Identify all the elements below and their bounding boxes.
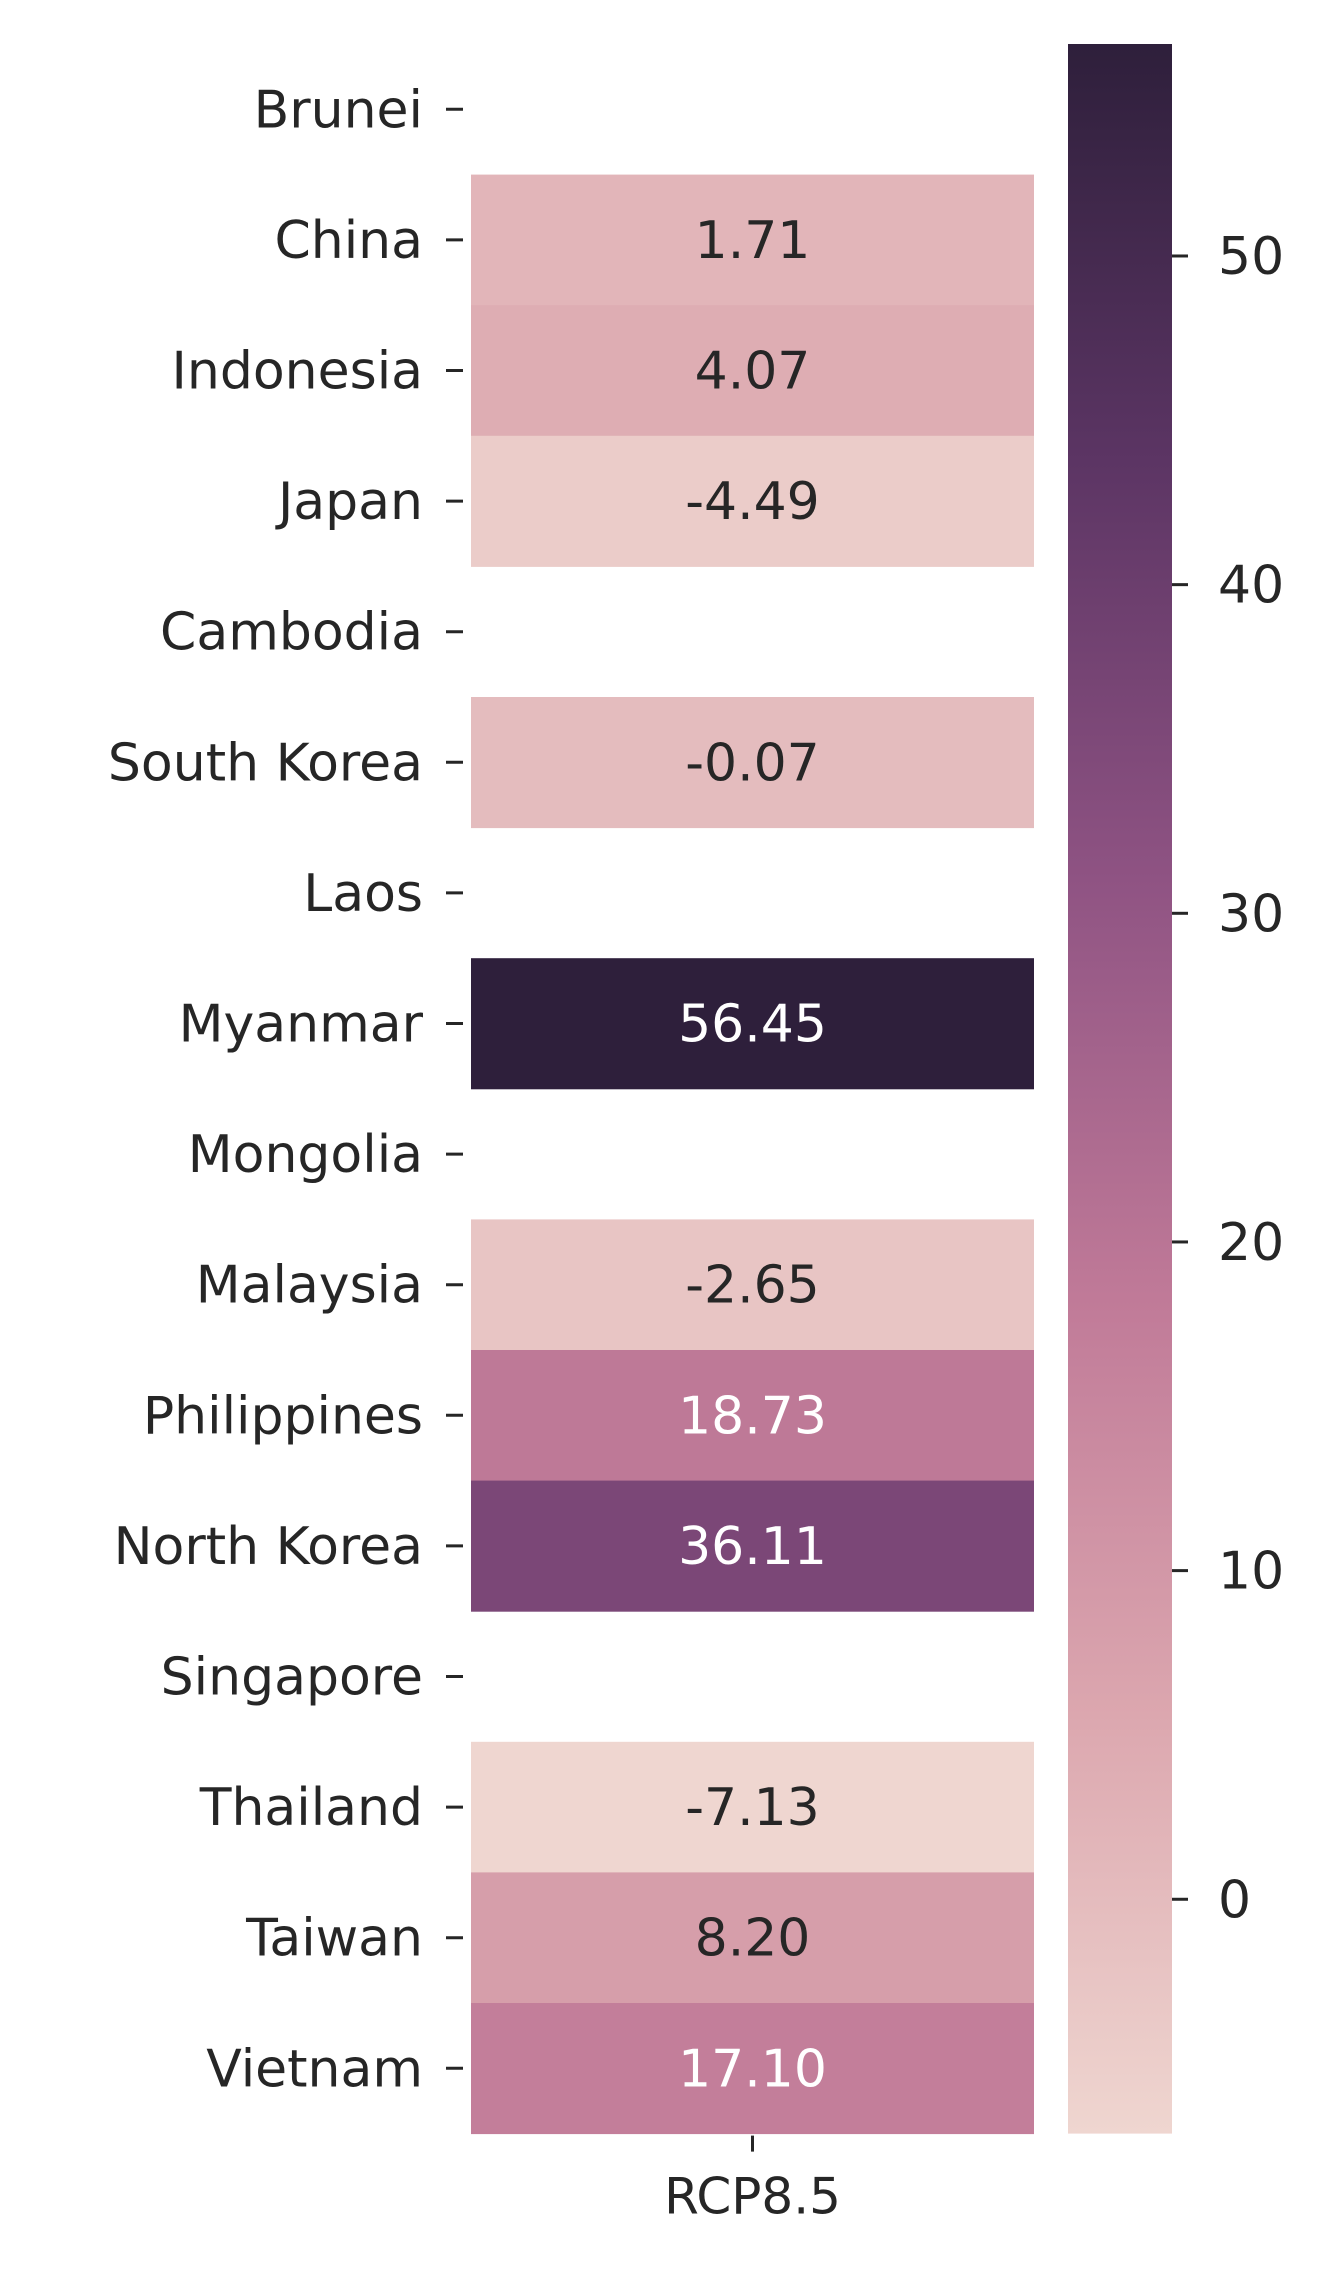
cell-value-label: 17.10 <box>678 2039 827 2099</box>
heatmap-cell <box>471 435 1034 567</box>
heatmap-cell <box>471 697 1034 829</box>
y-tick-label: Japan <box>275 472 423 532</box>
y-tick-label: Thailand <box>199 1778 423 1838</box>
cell-value-label: 18.73 <box>678 1386 827 1446</box>
heatmap-cell <box>471 1872 1034 2004</box>
cell-value-label: 36.11 <box>678 1517 827 1577</box>
heatmap-cell <box>471 1480 1034 1612</box>
cell-value-label: 1.71 <box>695 211 811 271</box>
heatmap-cell <box>471 174 1034 306</box>
y-tick-label: Indonesia <box>172 342 423 402</box>
cell-value-label: 56.45 <box>678 995 827 1055</box>
y-tick-label: Brunei <box>254 80 423 140</box>
y-tick-label: South Korea <box>108 733 423 793</box>
y-tick-label: Vietnam <box>206 2039 423 2099</box>
colorbar-tick-label: 20 <box>1218 1213 1284 1273</box>
y-tick-label: Taiwan <box>245 1909 423 1969</box>
heatmap-cell <box>471 1741 1034 1873</box>
colorbar-ticks: 0 10 20 30 40 50 <box>1172 227 1284 1930</box>
heatmap-cell <box>471 1350 1034 1482</box>
x-axis: RCP8.5 <box>664 2135 841 2226</box>
y-tick-label: Cambodia <box>160 603 423 663</box>
cell-value-label: 4.07 <box>695 342 811 402</box>
colorbar-tick-label: 40 <box>1218 556 1284 616</box>
heatmap-cell <box>471 958 1034 1090</box>
colorbar-tick-label: 30 <box>1218 884 1284 944</box>
heatmap-cell <box>471 1219 1034 1351</box>
cell-value-label: 8.20 <box>695 1909 811 1969</box>
heatmap-cells: 1.71 4.07 -4.49 -0.07 56.45 -2.65 18.73 36.11 -7… <box>471 174 1034 2135</box>
y-tick-label: Philippines <box>143 1386 423 1446</box>
colorbar-tick-label: 0 <box>1218 1870 1251 1930</box>
y-tick-label: China <box>274 211 423 271</box>
y-tick-label: Mongolia <box>188 1125 423 1185</box>
x-tick-label: RCP8.5 <box>664 2168 841 2226</box>
cell-value-label: -7.13 <box>685 1778 820 1838</box>
colorbar-tick-label: 50 <box>1218 227 1284 287</box>
heatmap-cell <box>471 305 1034 437</box>
y-tick-label: Laos <box>303 864 423 924</box>
colorbar <box>1068 44 1172 2134</box>
y-axis: Brunei China Indonesia Japan Cambodia South K… <box>108 80 463 2099</box>
cell-value-label: -2.65 <box>685 1256 820 1316</box>
y-tick-label: North Korea <box>114 1517 423 1577</box>
y-tick-label: Myanmar <box>179 995 424 1055</box>
y-tick-label: Singapore <box>161 1648 423 1708</box>
cell-value-label: -0.07 <box>685 733 820 793</box>
heatmap-cell <box>471 2003 1034 2135</box>
cell-value-label: -4.49 <box>685 472 820 532</box>
colorbar-tick-label: 10 <box>1218 1542 1284 1602</box>
y-tick-label: Malaysia <box>196 1256 423 1316</box>
